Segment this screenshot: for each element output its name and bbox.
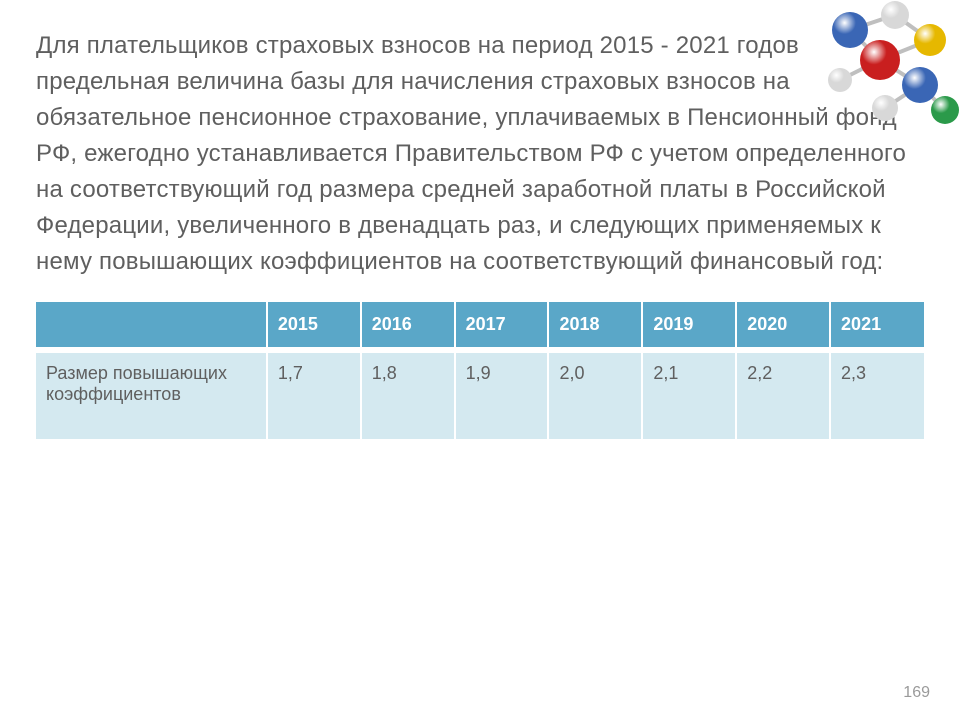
header-year: 2016 xyxy=(361,302,455,347)
cell-value: 2,1 xyxy=(642,353,736,439)
coefficients-table: 2015 2016 2017 2018 2019 2020 2021 Разме… xyxy=(36,302,924,439)
table-row: Размер повышающих коэффициентов 1,7 1,8 … xyxy=(36,353,924,439)
header-year: 2017 xyxy=(455,302,549,347)
page-number: 169 xyxy=(903,684,930,702)
header-year: 2018 xyxy=(548,302,642,347)
header-year: 2019 xyxy=(642,302,736,347)
table-header-row: 2015 2016 2017 2018 2019 2020 2021 xyxy=(36,302,924,347)
cell-value: 2,0 xyxy=(548,353,642,439)
header-year: 2021 xyxy=(830,302,924,347)
molecule-decoration xyxy=(790,0,960,150)
header-year: 2020 xyxy=(736,302,830,347)
cell-value: 2,2 xyxy=(736,353,830,439)
cell-value: 1,7 xyxy=(267,353,361,439)
cell-value: 1,8 xyxy=(361,353,455,439)
header-empty xyxy=(36,302,267,347)
row-label: Размер повышающих коэффициентов xyxy=(36,353,267,439)
cell-value: 1,9 xyxy=(455,353,549,439)
cell-value: 2,3 xyxy=(830,353,924,439)
header-year: 2015 xyxy=(267,302,361,347)
